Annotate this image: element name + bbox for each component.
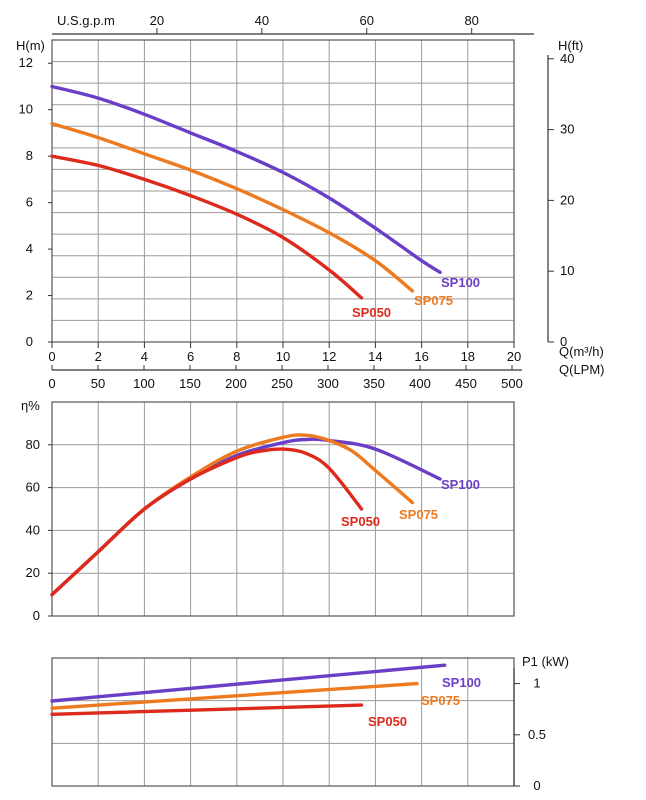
series-line-sp100-power	[50, 663, 447, 703]
series-label-sp075: SP075	[414, 293, 453, 308]
series-line-sp050-head	[50, 154, 364, 300]
x-tick-label: 18	[461, 349, 475, 364]
y-tick-label: 0	[33, 608, 40, 623]
lpm-tick-label: 200	[225, 376, 247, 391]
axis-layer	[48, 28, 554, 787]
y-axis-label: H(m)	[16, 38, 45, 53]
x-tick-label: 20	[507, 349, 521, 364]
series-line-sp050-efficiency	[50, 447, 364, 597]
y-tick-label: 0	[26, 334, 33, 349]
y-tick-label: 80	[26, 437, 40, 452]
y-tick-label: 20	[26, 565, 40, 580]
gpm-tick-label: 60	[360, 13, 374, 28]
power-tick-label: 0	[533, 778, 540, 793]
gpm-tick-label: 40	[255, 13, 269, 28]
power-axis-label: P1 (kW)	[522, 654, 569, 669]
x-tick-label: 12	[322, 349, 336, 364]
x-tick-label: 14	[368, 349, 382, 364]
x-tick-label: 0	[48, 349, 55, 364]
gpm-axis-label: U.S.g.p.m	[57, 13, 115, 28]
x-tick-label: 8	[233, 349, 240, 364]
lpm-tick-label: 450	[455, 376, 477, 391]
y-tick-label: 8	[26, 148, 33, 163]
lpm-tick-label: 250	[271, 376, 293, 391]
y-tick-label: 12	[19, 55, 33, 70]
series-label-sp050: SP050	[352, 305, 391, 320]
series-label-sp100: SP100	[441, 477, 480, 492]
series-line-sp075-power	[50, 681, 419, 710]
lpm-tick-label: 150	[179, 376, 201, 391]
y-tick-label: 2	[26, 288, 33, 303]
series-label-sp100: SP100	[442, 675, 481, 690]
gpm-tick-label: 20	[150, 13, 164, 28]
series-label-sp075: SP075	[421, 693, 460, 708]
lpm-tick-label: 0	[48, 376, 55, 391]
ft-tick-label: 30	[560, 122, 574, 137]
lpm-tick-label: 300	[317, 376, 339, 391]
series-label-sp075: SP075	[399, 507, 438, 522]
y-tick-label: 10	[19, 102, 33, 117]
ft-tick-label: 20	[560, 192, 574, 207]
series-layer	[50, 84, 447, 716]
power-tick-label: 1	[533, 676, 540, 691]
x-tick-label: 4	[141, 349, 148, 364]
series-label-sp100: SP100	[441, 275, 480, 290]
lpm-tick-label: 400	[409, 376, 431, 391]
series-line-sp075-head	[50, 121, 415, 293]
series-line-sp100-head	[50, 84, 442, 274]
power-tick-label: 0.5	[528, 727, 546, 742]
y-axis-label: η%	[21, 398, 40, 413]
x-tick-label: 6	[187, 349, 194, 364]
y-tick-label: 4	[26, 241, 33, 256]
series-label-sp050: SP050	[341, 514, 380, 529]
x-tick-label: 2	[95, 349, 102, 364]
y-tick-label: 40	[26, 522, 40, 537]
lpm-tick-label: 50	[91, 376, 105, 391]
plot-frame-efficiency	[51, 401, 515, 617]
lpm-tick-label: 350	[363, 376, 385, 391]
ft-tick-label: 0	[560, 334, 567, 349]
ft-tick-label: 10	[560, 263, 574, 278]
gpm-tick-label: 80	[464, 13, 478, 28]
y-axis-label-right: H(ft)	[558, 38, 583, 53]
lpm-tick-label: 500	[501, 376, 523, 391]
y-tick-label: 60	[26, 480, 40, 495]
y-tick-label: 6	[26, 195, 33, 210]
x-axis-label-lpm: Q(LPM)	[559, 362, 605, 377]
x-tick-label: 16	[414, 349, 428, 364]
x-tick-label: 10	[276, 349, 290, 364]
ft-tick-label: 40	[560, 51, 574, 66]
series-line-sp050-power	[50, 703, 364, 716]
x-axis-label-m3h: Q(m³/h)	[559, 344, 604, 359]
series-label-sp050: SP050	[368, 714, 407, 729]
lpm-tick-label: 100	[133, 376, 155, 391]
